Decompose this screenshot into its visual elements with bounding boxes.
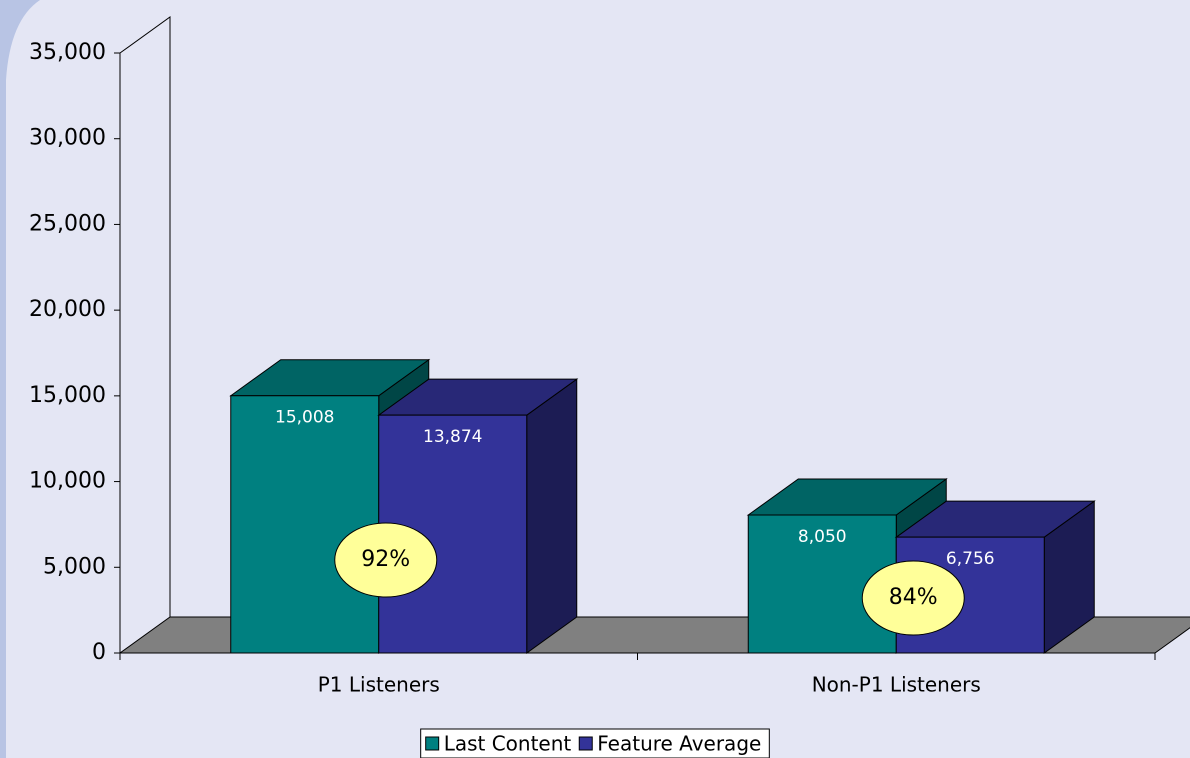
x-tick-label: P1 Listeners: [318, 673, 440, 697]
bar: [894, 500, 1096, 654]
y-tick-label: 10,000: [29, 469, 106, 494]
y-tick-label: 35,000: [29, 40, 106, 65]
legend-label: Last Content: [444, 732, 572, 756]
back-wall: [119, 16, 171, 617]
value-label: 6,756: [946, 549, 995, 569]
legend-swatch: [425, 736, 440, 751]
value-label: 13,874: [423, 427, 482, 447]
y-tick-label: 5,000: [43, 554, 106, 579]
annotation-bubble: [861, 560, 965, 636]
y-tick-label: 0: [92, 640, 106, 665]
y-tick-label: 30,000: [29, 126, 106, 151]
y-tick-label: 15,000: [29, 383, 106, 408]
legend-label: Feature Average: [597, 732, 761, 756]
bar-front: [230, 395, 380, 654]
y-tick-label: 20,000: [29, 297, 106, 322]
annotation: 84%: [889, 585, 938, 610]
annotation: 92%: [361, 547, 410, 572]
value-label: 8,050: [798, 527, 847, 547]
legend-swatch: [578, 736, 593, 751]
y-tick-label: 25,000: [29, 211, 106, 236]
x-tick-label: Non-P1 Listeners: [812, 673, 981, 697]
bar: [377, 378, 579, 654]
slide-edge: [0, 0, 40, 758]
legend: [420, 728, 770, 758]
bar-side: [526, 378, 578, 654]
value-label: 15,008: [275, 408, 334, 428]
annotation-bubble: [334, 522, 438, 598]
